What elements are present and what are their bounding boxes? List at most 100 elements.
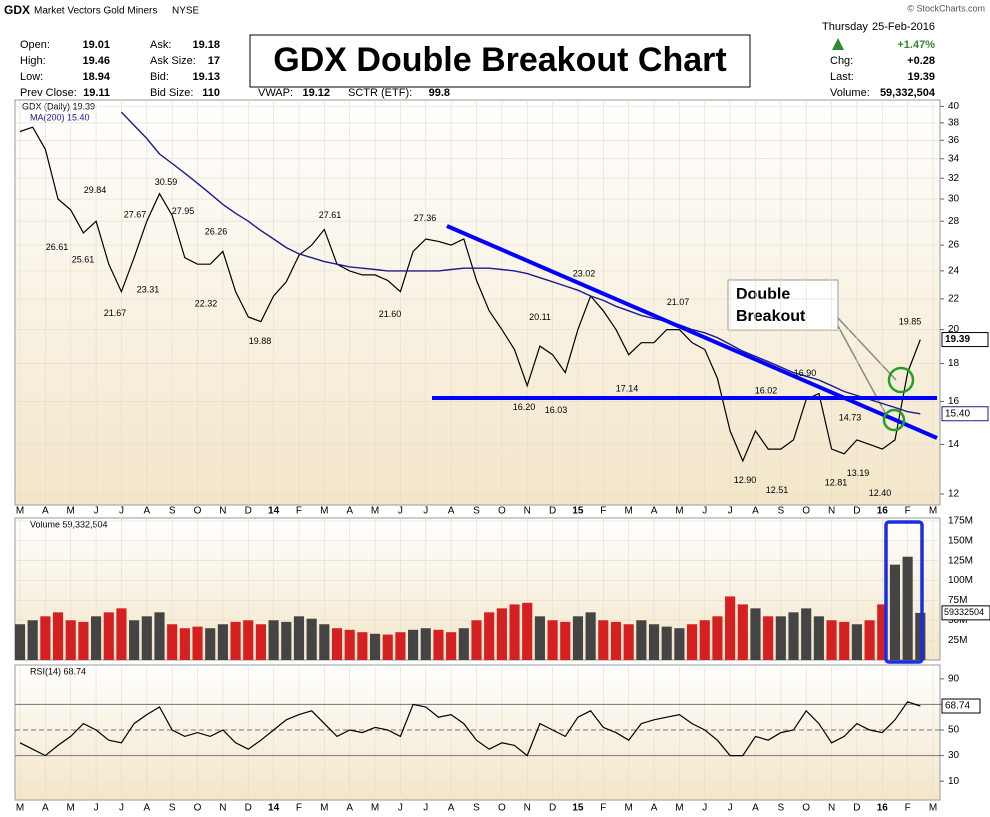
- volume-bar: [636, 620, 647, 660]
- series-line: [19, 701, 921, 757]
- price-annotation: 26.61: [46, 242, 69, 252]
- x-tick-label: A: [143, 506, 150, 517]
- y-tick-label: 50: [948, 725, 960, 736]
- x-tick-label: M: [67, 506, 75, 517]
- volume-bar: [306, 618, 317, 660]
- volume-bar: [496, 608, 507, 660]
- volume-bar: [522, 602, 533, 660]
- x-tick-label: F: [905, 803, 911, 814]
- x-tick-label: O: [802, 803, 810, 814]
- volume-bar: [141, 616, 152, 660]
- day: Thursday: [822, 21, 868, 33]
- volume-bar: [598, 620, 609, 660]
- security-name: Market Vectors Gold Miners: [34, 6, 157, 17]
- volume-bar: [889, 564, 901, 660]
- quote-label: Bid Size:: [150, 87, 193, 99]
- volume-bar: [78, 621, 89, 660]
- chart-title: GDX Double Breakout Chart: [273, 41, 726, 79]
- y-tick-label: 32: [948, 173, 960, 184]
- breakout-circle: [887, 366, 915, 394]
- volume-bar: [179, 628, 190, 660]
- x-tick-label: M: [371, 803, 379, 814]
- volume-bar: [775, 616, 786, 660]
- x-tick-label: J: [398, 506, 403, 517]
- x-tick-label: J: [119, 506, 124, 517]
- quote-label: VWAP:: [258, 87, 293, 99]
- x-tick-label: A: [143, 803, 150, 814]
- legend-rsi: RSI(14) 68.74: [30, 666, 86, 676]
- x-tick-label: O: [194, 506, 202, 517]
- y-tick-label: 26: [948, 240, 960, 251]
- price-annotation: 21.07: [667, 297, 690, 307]
- price-annotation: 29.84: [84, 185, 107, 195]
- y-tick-label: 22: [948, 294, 960, 305]
- quote-label: Low:: [20, 71, 43, 83]
- price-annotation: 21.60: [379, 309, 402, 319]
- quote-label: Volume:: [830, 87, 870, 99]
- quote-label: Ask:: [150, 39, 171, 51]
- volume-bar: [14, 624, 26, 660]
- y-tick-label: 150M: [948, 535, 973, 546]
- price-annotation: 22.32: [195, 299, 218, 309]
- callout-pointer: [837, 317, 897, 381]
- volume-bar: [674, 628, 685, 660]
- volume-bar: [243, 620, 254, 660]
- volume-bar: [851, 624, 862, 660]
- price-annotation: 27.61: [319, 210, 342, 220]
- x-tick-label: S: [169, 506, 176, 517]
- volume-bar: [167, 624, 178, 660]
- y-tick-label: 90: [948, 673, 960, 684]
- quote-label: Prev Close:: [20, 87, 77, 99]
- y-tick-label: 18: [948, 358, 960, 369]
- y-tick-label: 12: [948, 489, 960, 500]
- volume-bar: [585, 612, 596, 660]
- volume-bar: [103, 612, 114, 660]
- y-tick-label: 175M: [948, 516, 973, 527]
- x-tick-label: 14: [268, 803, 280, 814]
- x-tick-label: D: [853, 803, 860, 814]
- quote-value: 17: [208, 55, 220, 67]
- price-annotation: 13.19: [847, 468, 870, 478]
- quote-label: Ask Size:: [150, 55, 196, 67]
- x-tick-label: A: [651, 506, 658, 517]
- x-tick-label: N: [828, 803, 835, 814]
- x-tick-label: M: [929, 803, 937, 814]
- price-annotation: 19.88: [249, 336, 272, 346]
- volume-bar: [433, 629, 444, 660]
- x-tick-label: J: [423, 803, 428, 814]
- legend-volume: Volume 59,332,504: [30, 519, 108, 529]
- x-tick-label: A: [752, 803, 759, 814]
- price-annotation: 12.40: [869, 488, 892, 498]
- quote-value: 19.46: [82, 55, 110, 67]
- volume-bar: [572, 616, 584, 660]
- price-annotation: 12.90: [734, 475, 757, 485]
- quote-label: SCTR (ETF):: [348, 87, 412, 99]
- x-tick-label: J: [728, 803, 733, 814]
- quote-label: Last:: [830, 71, 854, 83]
- volume-bar: [395, 632, 406, 660]
- x-tick-label: 15: [572, 803, 584, 814]
- y-tick-label: 36: [948, 135, 960, 146]
- price-annotation: 16.03: [545, 405, 568, 415]
- x-tick-label: S: [169, 803, 176, 814]
- x-tick-label: N: [828, 506, 835, 517]
- volume-bar: [217, 624, 228, 660]
- x-tick-label: S: [473, 506, 480, 517]
- x-tick-label: M: [675, 803, 683, 814]
- x-tick-label: J: [94, 803, 99, 814]
- volume-bar: [801, 608, 812, 660]
- volume-bar: [547, 620, 558, 660]
- x-tick-label: O: [194, 803, 202, 814]
- trendline: [446, 224, 938, 440]
- volume-bar: [699, 620, 710, 660]
- x-tick-label: D: [549, 803, 556, 814]
- y-tick-label: 125M: [948, 555, 973, 566]
- volume-bar: [902, 556, 913, 660]
- price-annotation: 14.73: [839, 412, 862, 422]
- y-tick-label: 30: [948, 750, 960, 761]
- y-tick-label: 30: [948, 194, 960, 205]
- price-annotation: 27.95: [172, 206, 195, 216]
- y-tick-label: 38: [948, 118, 960, 129]
- x-tick-label: 16: [877, 803, 889, 814]
- volume-bar: [293, 616, 305, 660]
